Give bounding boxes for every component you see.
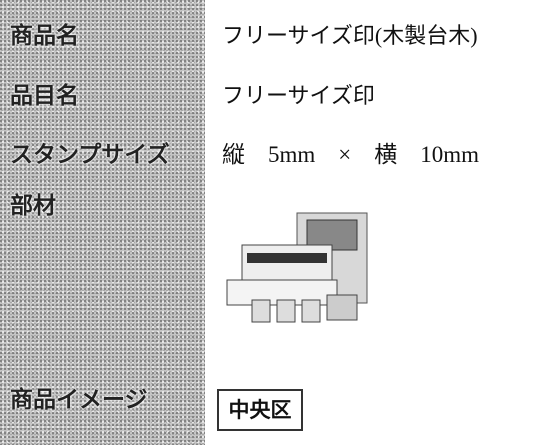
row-label: 品目名 (10, 83, 79, 109)
row-label: 部材 (10, 193, 56, 219)
stamp-image: 中央区 (217, 389, 303, 431)
parts-image (226, 212, 368, 323)
row-value: フリーサイズ印 (222, 83, 375, 108)
row-label: スタンプサイズ (10, 142, 170, 168)
row-value: 縦 5mm × 横 10mm (222, 142, 480, 167)
row-label: 商品イメージ (10, 387, 148, 413)
row-label: 商品名 (10, 23, 79, 49)
label-column (0, 0, 205, 445)
row-value: フリーサイズ印(木製台木) (222, 23, 478, 48)
